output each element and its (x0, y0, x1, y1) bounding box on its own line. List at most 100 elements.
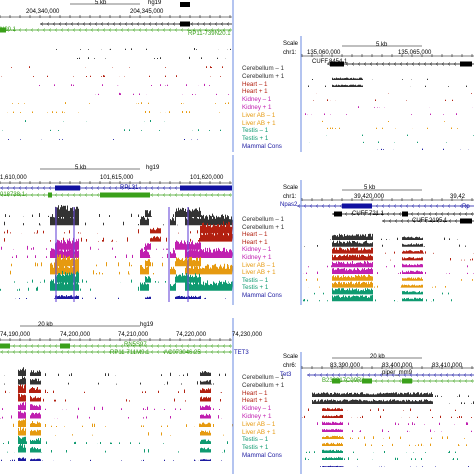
gene-arrow (36, 193, 40, 197)
scale-label: 5 kb (364, 185, 376, 191)
gene-arrow (42, 350, 46, 354)
gene-arrow (393, 62, 397, 66)
gene-label[interactable]: RPL31 (120, 185, 139, 191)
gene-arrow (325, 373, 329, 377)
track-label[interactable]: Cerebellum – 1 (242, 65, 284, 72)
gene-arrow (126, 350, 130, 354)
track-label[interactable]: Kidney – 1 (242, 405, 272, 413)
gene-label[interactable]: TET3 (234, 350, 249, 356)
gene-arrow (327, 62, 331, 66)
gene-arrow (102, 186, 106, 190)
gene-label[interactable]: Tet3 (280, 372, 292, 378)
gene-arrow (374, 379, 378, 383)
gene-arrow (120, 186, 124, 190)
track-label[interactable]: Testis + 1 (242, 444, 269, 452)
track-label[interactable]: Testis + 1 (242, 135, 269, 143)
track-label[interactable]: Heart + 1 (242, 238, 268, 246)
signal-track (302, 148, 474, 150)
gene-arrow (60, 193, 64, 197)
gene-label[interactable]: RP11-711M9.1 (110, 350, 150, 356)
gene-label[interactable]: CUFF.721.1 (352, 211, 385, 217)
gene-label[interactable]: AC073046.25 (164, 350, 201, 356)
track-label[interactable]: Liver AB + 1 (242, 428, 276, 436)
gene-arrow (18, 186, 22, 190)
gene-arrow (154, 22, 158, 26)
gene-label[interactable]: CUFF.8454.1 (312, 59, 348, 65)
gene-label[interactable]: RN5S97 (124, 342, 147, 348)
track-label[interactable]: Liver AB – 1 (242, 420, 276, 428)
track-label[interactable]: Cerebellum + 1 (242, 381, 285, 389)
track-label[interactable]: Mammal Cons (242, 292, 282, 299)
gene-arrow (126, 186, 130, 190)
track-label[interactable]: Testis – 1 (242, 436, 269, 444)
gene-arrow (435, 204, 439, 208)
gene-arrow (18, 344, 22, 348)
gene-label[interactable]: Npas2 (280, 202, 298, 208)
gene-arrow (374, 212, 378, 216)
gene-arrow (132, 350, 136, 354)
track-label[interactable]: Mammal Cons (242, 143, 282, 150)
gene-arrow (174, 350, 178, 354)
gene-label[interactable]: 018738.1 (0, 192, 26, 198)
gene-arrow (120, 350, 124, 354)
gene-arrow (210, 193, 214, 197)
track-label[interactable]: Kidney + 1 (242, 413, 272, 420)
track-label[interactable]: Heart + 1 (242, 397, 268, 405)
track-label[interactable]: Liver AB – 1 (242, 111, 276, 119)
track-label[interactable]: Heart + 1 (242, 88, 268, 96)
gene-arrow (309, 204, 313, 208)
track-label[interactable]: Mammal Cons (242, 452, 282, 459)
track-label[interactable]: Liver AB + 1 (242, 269, 276, 277)
scale-word: Scale (283, 354, 299, 360)
track-label[interactable]: Heart – 1 (242, 80, 268, 88)
gene-arrow (417, 62, 421, 66)
gene-label[interactable]: Rp (462, 204, 470, 210)
gene-arrow (202, 22, 206, 26)
track-label[interactable]: Testis – 1 (242, 276, 269, 284)
gene-arrow (387, 62, 391, 66)
gene-arrow (440, 379, 444, 383)
gene-arrow (430, 219, 434, 223)
track-label[interactable]: Heart – 1 (242, 389, 268, 397)
track-label[interactable]: Kidney + 1 (242, 254, 272, 261)
gene-arrow (315, 204, 319, 208)
gene-exon (330, 61, 344, 67)
gene-arrow (339, 204, 343, 208)
gene-arrow (0, 350, 4, 354)
track-label[interactable]: Cerebellum + 1 (242, 72, 285, 80)
gene-arrow (72, 193, 76, 197)
gene-arrow (138, 186, 142, 190)
gene-arrow (124, 22, 128, 26)
gene-arrow (313, 373, 317, 377)
signal-track (302, 106, 474, 108)
track-label[interactable]: Cerebellum – 1 (242, 216, 284, 223)
gene-arrow (192, 28, 196, 32)
gene-arrow (451, 373, 455, 377)
track-label[interactable]: Testis – 1 (242, 127, 269, 135)
gene-label[interactable]: B230317C09Rik (322, 378, 366, 384)
track-label[interactable]: Liver AB + 1 (242, 119, 276, 127)
gene-arrow (114, 350, 118, 354)
gene-label[interactable]: piper_mm9 (382, 370, 413, 376)
gene-arrow (210, 350, 214, 354)
gene-label[interactable]: CUFF.2195.1 (412, 218, 448, 224)
gene-arrow (410, 212, 414, 216)
track-label[interactable]: Testis + 1 (242, 284, 269, 292)
gene-arrow (435, 62, 439, 66)
gene-arrow (297, 204, 301, 208)
track-label[interactable]: Liver AB – 1 (242, 261, 276, 269)
track-label[interactable]: Cerebellum + 1 (242, 223, 285, 231)
gene-arrow (422, 212, 426, 216)
track-label[interactable]: Heart – 1 (242, 231, 268, 239)
gene-label[interactable]: RP11-739N20.1 (188, 31, 231, 37)
track-label[interactable]: Cerebellum – 1 (242, 374, 284, 381)
signal-track (302, 465, 474, 467)
gene-arrow (447, 204, 451, 208)
gene-arrow (138, 28, 142, 32)
track-plot-bottom-left (0, 318, 234, 474)
track-label[interactable]: Kidney – 1 (242, 96, 272, 104)
gene-label[interactable]: N20.1 (0, 27, 17, 33)
track-label[interactable]: Kidney – 1 (242, 246, 272, 254)
gene-arrow (144, 350, 148, 354)
track-label[interactable]: Kidney + 1 (242, 104, 272, 111)
